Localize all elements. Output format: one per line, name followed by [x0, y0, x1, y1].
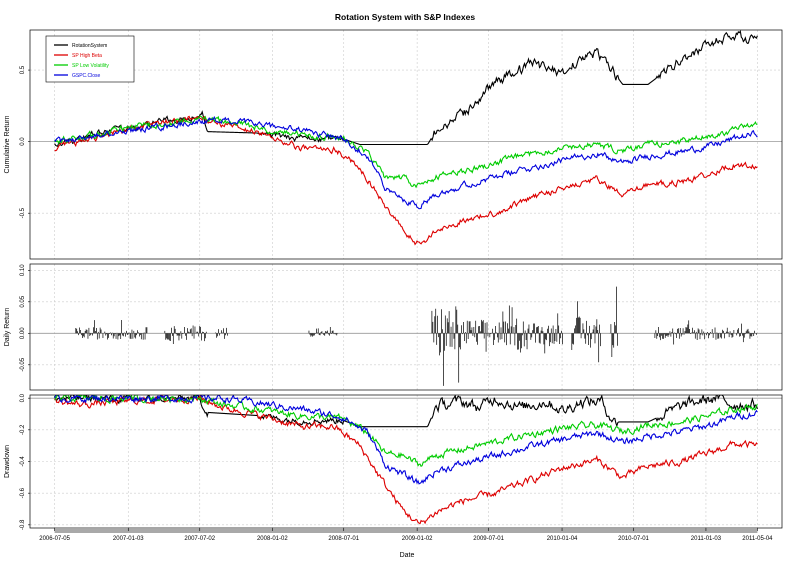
x-axis-label: Date	[400, 552, 415, 559]
legend-entry: RotationSystem	[72, 43, 107, 49]
x-tick-label: 2006-07-05	[39, 536, 70, 542]
series-line-gspc-close	[54, 395, 758, 485]
plot-area	[54, 30, 758, 246]
panel-frame	[29, 29, 783, 260]
panel-3: 0.0 -0.2 -0.4 -0.6 -0.8 Drawdown	[4, 393, 783, 530]
y-tick-label: 0.5	[20, 65, 26, 74]
y-tick-label: -0.4	[20, 456, 26, 467]
chart-title: Rotation System with S&P Indexes	[335, 12, 475, 22]
series-line-sp-low-volatility	[54, 395, 758, 468]
series-line-sp-low-volatility	[54, 115, 758, 189]
y-tick-label: 0.05	[20, 295, 26, 307]
y-tick-label: -0.8	[20, 519, 26, 530]
x-tick-label: 2010-01-04	[547, 536, 578, 542]
x-tick-label: 2011-01-03	[691, 536, 722, 542]
series-line-sp-high-beta	[54, 115, 758, 246]
y-axis-label: Drawdown	[4, 445, 11, 478]
panel-1: 0.5 0.0 -0.5 Cumulative Return	[4, 29, 783, 260]
x-tick-label: 2009-07-01	[473, 536, 504, 542]
x-tick-label: 2008-01-02	[257, 536, 288, 542]
y-tick-label: 0.0	[20, 393, 26, 402]
panel-frame	[29, 394, 783, 529]
legend-entry: GSPC.Close	[72, 73, 101, 79]
plot-area	[54, 395, 758, 525]
legend: RotationSystem SP High Beta SP Low Volatil…	[45, 35, 135, 83]
panel-2: 0.10 0.05 0.00 -0.05 Daily Return	[4, 263, 783, 391]
y-tick-label: 0.10	[20, 264, 26, 276]
panel-frame	[29, 263, 783, 391]
x-tick-label: 2009-01-02	[402, 536, 433, 542]
y-tick-label: -0.2	[20, 424, 26, 435]
y-tick-label: -0.5	[20, 207, 26, 218]
legend-entry: SP Low Volatility	[72, 63, 109, 69]
x-tick-label: 2010-07-01	[618, 536, 649, 542]
legend-entry: SP High Beta	[72, 53, 102, 59]
y-tick-label: 0.0	[20, 137, 26, 146]
y-tick-label: -0.05	[20, 357, 26, 371]
x-tick-label: 2008-07-01	[328, 536, 359, 542]
plot-area	[75, 286, 757, 386]
series-line-rotationsystem	[54, 30, 758, 147]
series-line-sp-high-beta	[54, 395, 758, 525]
x-tick-label: 2007-01-03	[113, 536, 144, 542]
chart-panels: 0.5 0.0 -0.5 Cumulative Return 0.10 0.05 0.00 -…	[4, 29, 783, 542]
legend-box	[45, 35, 135, 83]
x-tick-label: 2007-07-02	[184, 536, 215, 542]
x-tick-label: 2011-05-04	[742, 536, 773, 542]
daily-return-bars	[75, 286, 757, 386]
y-axis-label: Cumulative Return	[4, 115, 11, 173]
y-tick-label: -0.6	[20, 487, 26, 498]
y-axis-label: Daily Return	[4, 308, 11, 347]
series-line-gspc-close	[54, 115, 758, 210]
x-axis-date-strip	[54, 529, 758, 533]
y-tick-label: 0.00	[20, 327, 26, 339]
